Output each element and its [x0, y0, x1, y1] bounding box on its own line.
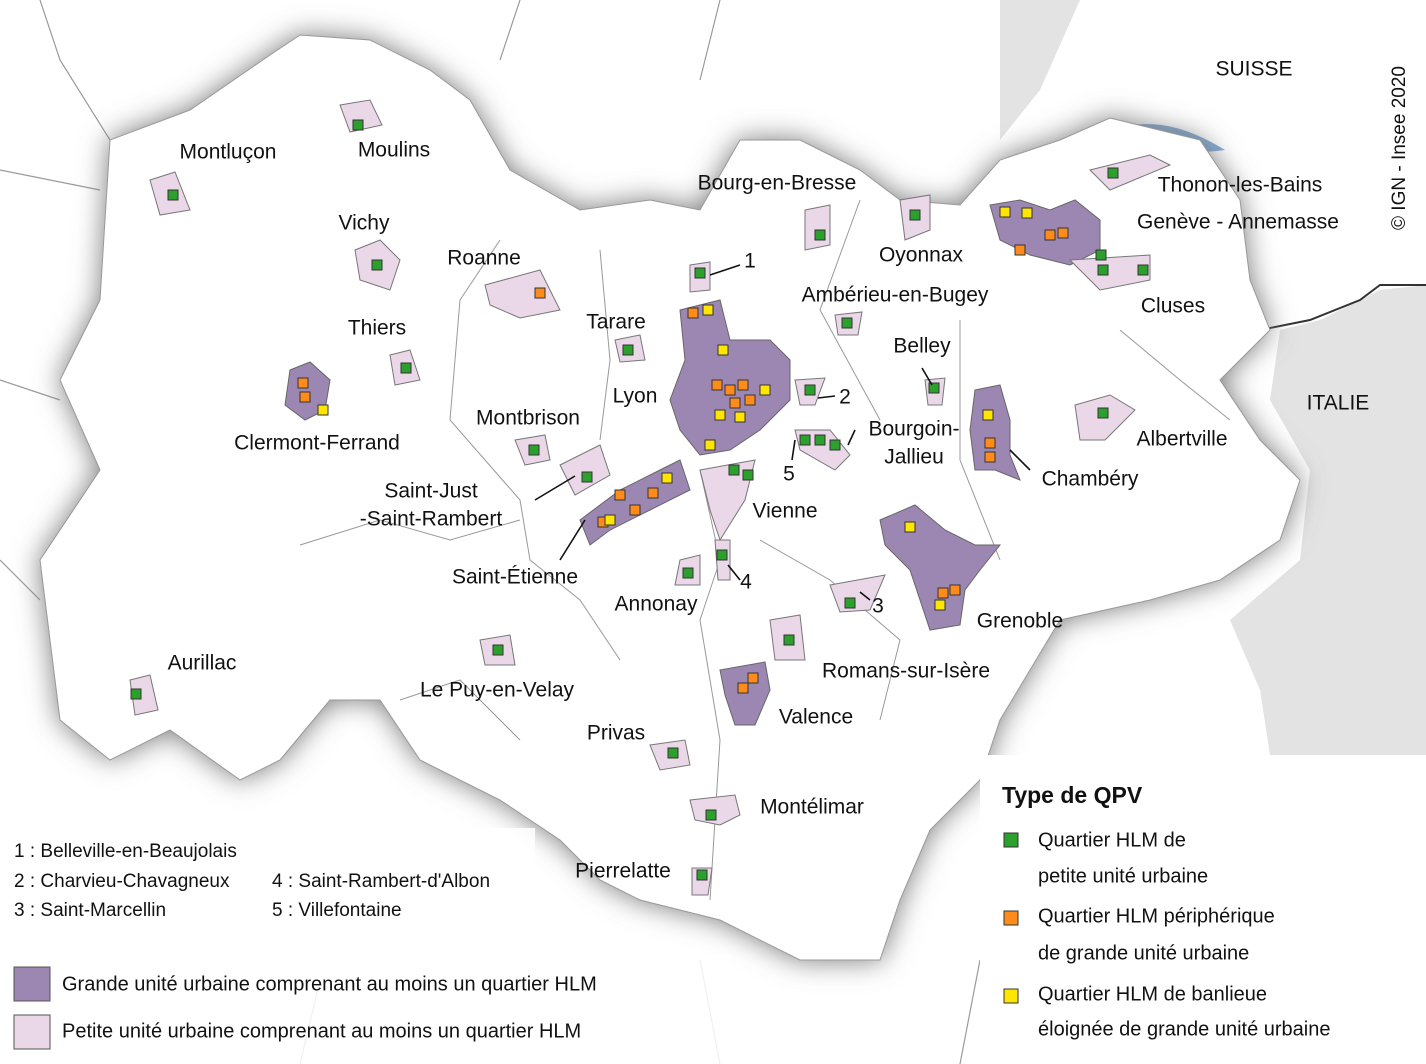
city-label: Thonon-les-Bains: [1158, 174, 1323, 197]
footnote: 2 : Charvieu-Chavagneux: [14, 871, 230, 892]
legend-label: petite unité urbaine: [1038, 865, 1208, 887]
legend-label: Petite unité urbaine comprenant au moins…: [62, 1020, 581, 1042]
footnote: 5 : Villefontaine: [272, 900, 402, 921]
foreign-area: [1000, 0, 1426, 755]
city-label: Montélimar: [760, 796, 864, 819]
footnote-background: [0, 828, 535, 936]
city-label: Roanne: [447, 247, 521, 270]
credit: © IGN - Insee 2020: [1389, 66, 1410, 230]
leader-lines: [534, 264, 1031, 601]
city-label: Bourgoin-: [868, 418, 959, 441]
city-label: Valence: [779, 706, 853, 729]
city-label: Albertville: [1136, 428, 1227, 451]
city-label: Montluçon: [180, 141, 277, 164]
footnote: 3 : Saint-Marcellin: [14, 900, 166, 921]
city-label: Belley: [893, 335, 951, 358]
labels: SUISSE ITALIE © IGN - Insee 2020: [1215, 58, 1410, 415]
legend-label: éloignée de grande unité urbaine: [1038, 1018, 1330, 1040]
city-label: Genève - Annemasse: [1137, 211, 1339, 234]
map-number: 3: [872, 595, 884, 618]
city-label: Grenoble: [977, 610, 1063, 633]
city-label: Romans-sur-Isère: [822, 660, 990, 683]
city-label: Bourg-en-Bresse: [698, 172, 857, 195]
footnote-box: 1 : Belleville-en-Beaujolais 2 : Charvie…: [0, 828, 535, 936]
legend-label: Quartier HLM de banlieue: [1038, 983, 1267, 1005]
legend-label: Quartier HLM de: [1038, 829, 1186, 851]
city-label: Annonay: [615, 593, 698, 616]
footnote: 4 : Saint-Rambert-d'Albon: [272, 871, 490, 892]
city-label: Le Puy-en-Velay: [420, 679, 575, 702]
city-label: Privas: [587, 722, 645, 745]
legend-background: [0, 955, 732, 1064]
city-label: Aurillac: [168, 652, 237, 675]
legend-swatch: [1003, 832, 1019, 848]
map-number: 5: [783, 463, 795, 486]
city-label: Pierrelatte: [575, 860, 671, 883]
city-label: Vichy: [339, 212, 390, 235]
city-label: Lyon: [613, 385, 658, 408]
map-number: 2: [839, 386, 851, 409]
legend-label: Quartier HLM périphérique: [1038, 905, 1275, 927]
map-number: 1: [744, 250, 756, 273]
units-legend: Grande unité urbaine comprenant au moins…: [0, 955, 732, 1064]
small-urban-units: [129, 99, 1172, 896]
city-label: Vienne: [752, 500, 817, 523]
city-label: Thiers: [348, 317, 406, 340]
legend-swatch: [13, 1014, 51, 1050]
qpv-markers: [130, 119, 1149, 881]
legend-label: Grande unité urbaine comprenant au moins…: [62, 973, 597, 995]
footnote: 1 : Belleville-en-Beaujolais: [14, 841, 237, 862]
city-label: Jallieu: [884, 446, 944, 469]
map-number: 4: [740, 571, 752, 594]
city-label: Chambéry: [1042, 468, 1139, 491]
legend-swatch: [1003, 910, 1019, 926]
city-label: Cluses: [1141, 295, 1205, 318]
city-label: Tarare: [586, 311, 646, 334]
legend-background: [980, 755, 1426, 1064]
qpv-legend: Type de QPV Quartier HLM de petite unité…: [980, 755, 1426, 1064]
legend-title: Type de QPV: [1002, 782, 1143, 808]
country-label: ITALIE: [1307, 392, 1370, 415]
city-label: Saint-Étienne: [452, 566, 578, 589]
city-label: Montbrison: [476, 407, 580, 430]
legend-label: de grande unité urbaine: [1038, 942, 1249, 964]
city-label: Oyonnax: [879, 244, 964, 267]
city-label: Moulins: [358, 139, 430, 162]
legend-swatch: [13, 966, 51, 1002]
city-label: Saint-Just: [384, 480, 478, 503]
city-label: -Saint-Rambert: [360, 508, 503, 531]
country-label: SUISSE: [1215, 58, 1292, 81]
city-labels: Montluçon Moulins Vichy Thiers Clermont-Ferr…: [168, 139, 1339, 883]
legend-swatch: [1003, 988, 1019, 1004]
city-label: Ambérieu-en-Bugey: [802, 284, 989, 307]
city-label: Clermont-Ferrand: [234, 432, 400, 455]
